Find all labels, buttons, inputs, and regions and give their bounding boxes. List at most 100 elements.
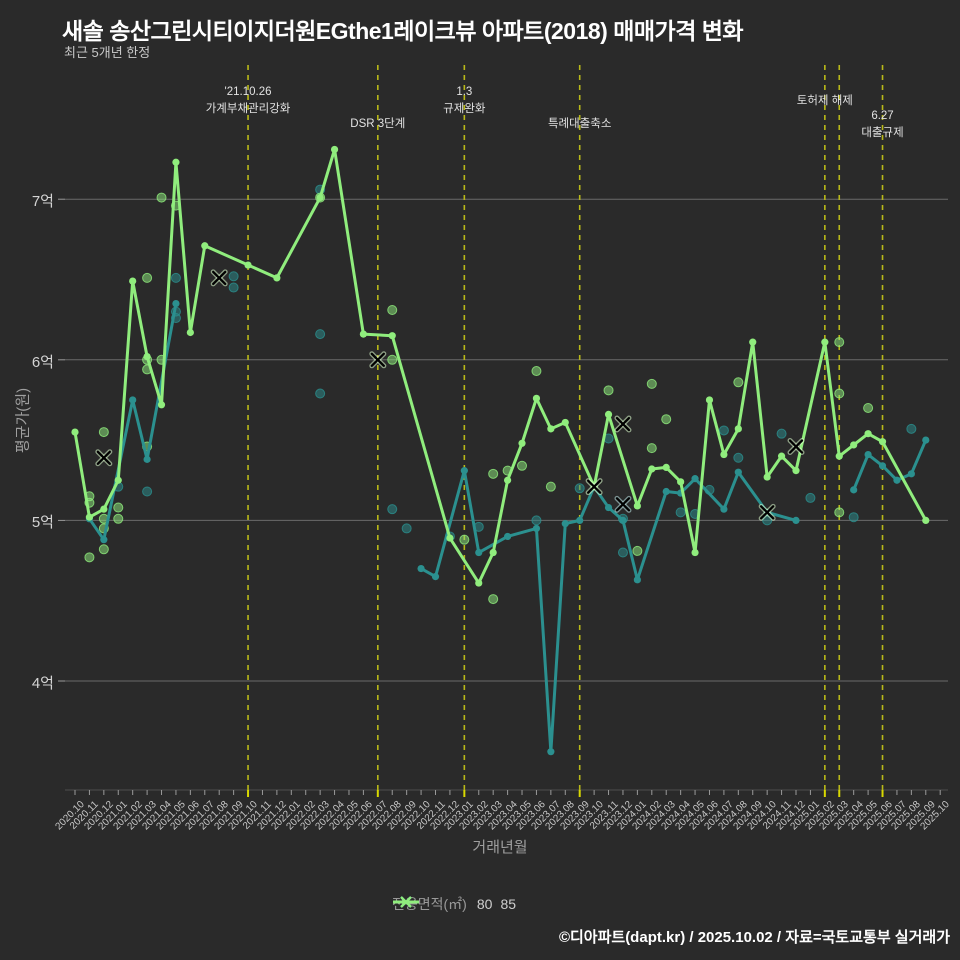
transaction-dot xyxy=(545,481,556,492)
transaction-dot xyxy=(675,507,686,518)
series-point-80 xyxy=(143,455,151,463)
series-point-85 xyxy=(604,410,613,419)
x-marker-85 xyxy=(96,450,111,465)
series-point-80 xyxy=(172,299,180,308)
legend-item-85[interactable]: 85 xyxy=(393,896,516,912)
series-point-85 xyxy=(835,452,843,460)
series-point-80 xyxy=(893,476,901,484)
series-point-85 xyxy=(518,439,526,447)
transaction-dot xyxy=(617,547,628,558)
series-point-80 xyxy=(720,505,728,513)
transaction-dot xyxy=(603,385,614,396)
series-point-80 xyxy=(619,516,627,525)
series-point-85 xyxy=(633,502,641,510)
transaction-dot xyxy=(387,504,398,515)
series-point-85 xyxy=(71,428,79,436)
series-point-85 xyxy=(388,332,396,340)
event-label: 특례대출축소 xyxy=(547,118,612,130)
series-point-80 xyxy=(431,573,440,581)
event-label: 토허제 해제 xyxy=(796,95,853,107)
transaction-dot xyxy=(113,513,124,524)
transaction-dot xyxy=(834,507,845,518)
series-point-85 xyxy=(850,441,858,449)
series-point-80 xyxy=(864,450,872,459)
transaction-dot xyxy=(98,427,109,438)
transaction-dot xyxy=(834,337,845,348)
series-point-85 xyxy=(677,478,685,486)
series-point-85 xyxy=(547,425,555,433)
y-tick-label: 7억 xyxy=(31,193,54,211)
series-point-80 xyxy=(417,564,425,573)
y-tick-label: 4억 xyxy=(31,675,54,692)
y-tick-label: 5억 xyxy=(31,514,54,532)
x-marker-80 xyxy=(615,497,631,512)
transaction-dot xyxy=(142,486,153,497)
transaction-dot xyxy=(488,468,499,479)
series-point-85 xyxy=(504,476,512,484)
series-point-80 xyxy=(532,524,541,533)
series-point-85 xyxy=(129,277,137,285)
series-point-85 xyxy=(878,438,887,446)
transaction-dot xyxy=(315,388,326,399)
series-line-85 xyxy=(73,147,928,585)
series-point-85 xyxy=(662,463,670,472)
series-point-85 xyxy=(143,352,151,361)
series-point-80 xyxy=(100,536,108,544)
series-point-85 xyxy=(446,534,454,542)
series-point-85 xyxy=(475,579,483,587)
transaction-dot xyxy=(517,460,528,471)
x-marker-85 xyxy=(370,352,385,367)
transaction-dot xyxy=(834,388,845,399)
event-label: '21.10.26 가계부채관리강화 xyxy=(205,86,291,115)
transaction-dot xyxy=(315,329,326,340)
series-point-80 xyxy=(792,516,800,525)
series-point-85 xyxy=(316,193,324,202)
transaction-dot xyxy=(906,423,917,434)
credit-line: ©디아파트(dapt.kr) / 2025.10.02 / 자료=국토교통부 실… xyxy=(558,929,950,946)
transaction-dot xyxy=(156,192,167,203)
transaction-dot xyxy=(733,377,744,388)
line-x-icon xyxy=(393,896,419,908)
series-line-80 xyxy=(419,469,798,754)
transaction-dot xyxy=(718,425,729,436)
series-point-85 xyxy=(734,425,742,433)
series-point-85 xyxy=(922,516,930,525)
legend: 전용면적(㎡) 80 85 xyxy=(392,894,516,914)
transaction-dot xyxy=(661,414,672,425)
series-point-80 xyxy=(460,467,468,475)
transaction-dot xyxy=(170,272,181,283)
transaction-dot xyxy=(228,271,239,282)
series-point-80 xyxy=(662,487,670,496)
series-point-85 xyxy=(561,418,569,427)
series-point-85 xyxy=(777,452,786,460)
x-marker-85 xyxy=(788,439,804,454)
event-label: DSR 3단계 xyxy=(350,118,406,130)
transaction-dot xyxy=(646,443,657,454)
x-marker-85 xyxy=(586,479,602,494)
transaction-dot xyxy=(401,523,412,534)
transaction-dot xyxy=(113,502,124,513)
transaction-dot xyxy=(228,282,239,293)
transaction-dot xyxy=(488,594,499,605)
series-point-85 xyxy=(749,338,757,346)
transaction-dot xyxy=(84,552,95,563)
series-point-80 xyxy=(878,462,887,470)
event-label: 1.3 규제완화 xyxy=(443,86,486,115)
series-point-85 xyxy=(157,401,166,409)
series-point-85 xyxy=(201,242,209,250)
series-point-80 xyxy=(734,468,742,476)
transaction-dot xyxy=(531,515,542,526)
series-point-80 xyxy=(907,470,915,478)
series-point-85 xyxy=(100,505,108,513)
transaction-dot xyxy=(776,428,787,439)
series-point-80 xyxy=(922,436,930,444)
x-marker-85 xyxy=(615,416,631,432)
series-point-80 xyxy=(850,486,858,494)
transaction-dot xyxy=(632,545,643,556)
legend-item-label: 80 xyxy=(476,896,493,912)
transaction-dot xyxy=(459,534,470,545)
legend-item-80[interactable]: 80 xyxy=(393,896,493,912)
transaction-dot xyxy=(387,305,398,316)
